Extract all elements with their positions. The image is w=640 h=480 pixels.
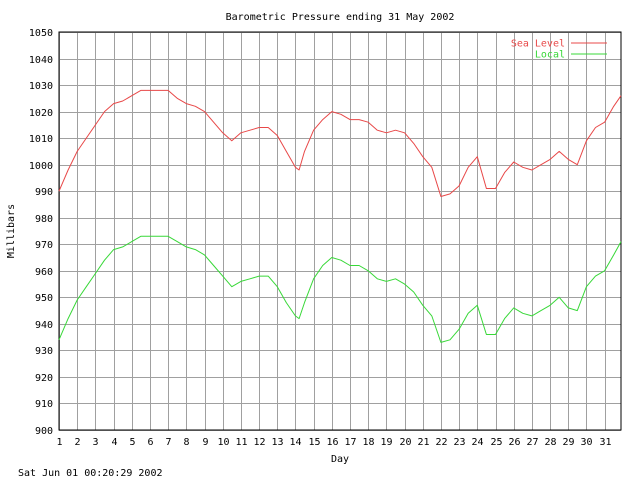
x-tick-label: 31 xyxy=(599,437,611,448)
y-tick-label: 1050 xyxy=(29,28,53,39)
x-tick-label: 19 xyxy=(380,437,392,448)
x-tick-label: 18 xyxy=(362,437,374,448)
x-tick-label: 28 xyxy=(544,437,556,448)
x-tick-label: 10 xyxy=(217,437,229,448)
grid xyxy=(59,32,621,431)
x-tick-label: 11 xyxy=(235,437,247,448)
x-tick-label: 6 xyxy=(147,437,153,448)
y-axis-label: Millibars xyxy=(6,204,17,258)
x-tick-label: 15 xyxy=(308,437,320,448)
y-tick-label: 940 xyxy=(35,320,53,331)
x-tick-label: 20 xyxy=(399,437,411,448)
y-tick-label: 970 xyxy=(35,240,53,251)
y-tick-label: 950 xyxy=(35,293,53,304)
x-tick-label: 7 xyxy=(165,437,171,448)
x-tick-label: 12 xyxy=(253,437,265,448)
x-tick-label: 26 xyxy=(508,437,520,448)
x-tick-label: 16 xyxy=(326,437,338,448)
y-tick-label: 900 xyxy=(35,426,53,437)
y-tick-label: 1020 xyxy=(29,108,53,119)
x-tick-label: 8 xyxy=(183,437,189,448)
x-tick-label: 4 xyxy=(111,437,117,448)
legend-label: Local xyxy=(535,50,565,61)
x-tick-label: 29 xyxy=(562,437,574,448)
x-tick-label: 2 xyxy=(74,437,80,448)
x-tick-label: 21 xyxy=(417,437,429,448)
x-tick-label: 3 xyxy=(92,437,98,448)
y-tick-label: 1040 xyxy=(29,55,53,66)
x-tick-label: 9 xyxy=(202,437,208,448)
y-axis-ticks: 900 910 920 930 940 950 960 970 980 990 1000 1010 10… xyxy=(29,28,53,437)
x-tick-label: 27 xyxy=(526,437,538,448)
x-tick-label: 14 xyxy=(289,437,301,448)
y-tick-label: 910 xyxy=(35,399,53,410)
y-tick-label: 1000 xyxy=(29,161,53,172)
x-tick-label: 13 xyxy=(271,437,283,448)
y-tick-label: 920 xyxy=(35,373,53,384)
chart-title: Barometric Pressure ending 31 May 2002 xyxy=(226,12,455,23)
timestamp-footer: Sat Jun 01 00:20:29 2002 xyxy=(18,468,163,479)
x-tick-label: 22 xyxy=(435,437,447,448)
plot-area-border xyxy=(58,31,622,431)
legend-label: Sea Level xyxy=(511,39,565,50)
x-tick-label: 1 xyxy=(56,437,62,448)
y-tick-label: 980 xyxy=(35,214,53,225)
x-axis-ticks: 1 2 3 4 5 6 7 8 9 10 11 12 13 14 15 16 17 18 19 20 21 22 23 24 2… xyxy=(56,437,611,448)
y-tick-label: 1030 xyxy=(29,81,53,92)
x-axis-label: Day xyxy=(331,454,349,465)
x-tick-label: 17 xyxy=(344,437,356,448)
y-tick-label: 1010 xyxy=(29,134,53,145)
x-tick-label: 25 xyxy=(490,437,502,448)
series-line-local xyxy=(58,235,622,343)
y-tick-label: 990 xyxy=(35,187,53,198)
y-tick-label: 960 xyxy=(35,267,53,278)
y-tick-label: 930 xyxy=(35,346,53,357)
series-line-sea-level xyxy=(58,89,622,197)
x-tick-label: 30 xyxy=(580,437,592,448)
series xyxy=(58,89,622,343)
x-tick-label: 5 xyxy=(129,437,135,448)
x-tick-label: 24 xyxy=(471,437,483,448)
x-tick-label: 23 xyxy=(453,437,465,448)
